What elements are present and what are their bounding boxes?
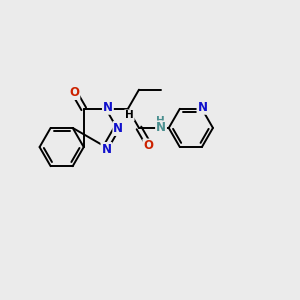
Text: H: H <box>125 110 134 120</box>
Text: N: N <box>101 143 111 156</box>
Text: H: H <box>156 116 165 126</box>
Text: N: N <box>113 122 123 135</box>
Text: O: O <box>69 86 80 99</box>
Text: N: N <box>156 122 166 134</box>
Text: N: N <box>197 101 208 114</box>
Text: N: N <box>103 101 113 114</box>
Text: O: O <box>143 140 153 152</box>
